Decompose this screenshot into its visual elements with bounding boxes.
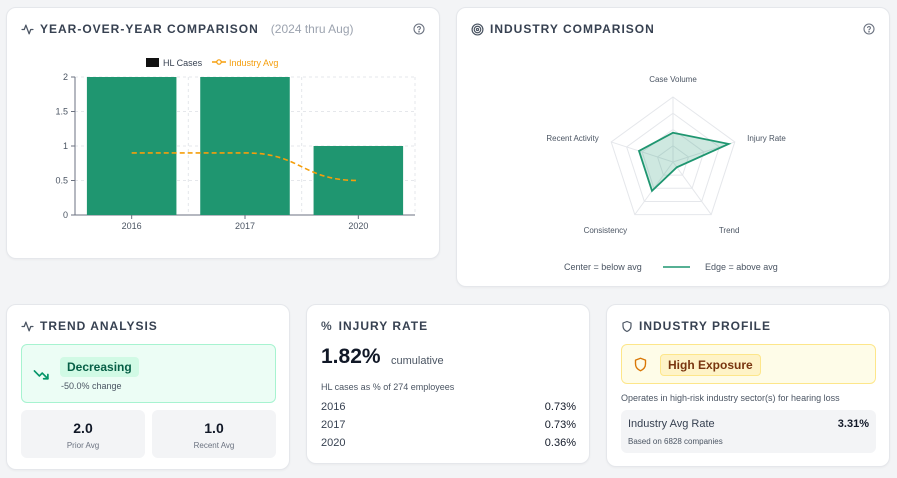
industry-avg-box: Industry Avg Rate 3.31% Based on 6828 co… <box>621 410 876 453</box>
industry-avg-line <box>131 152 359 182</box>
trend-title: TREND ANALYSIS <box>21 319 158 333</box>
industry-profile-card: INDUSTRY PROFILE High Exposure Operates … <box>606 304 890 467</box>
industry-avg-value: 3.31% <box>837 418 869 430</box>
yoy-card: YEAR-OVER-YEAR COMPARISON (2024 thru Aug… <box>6 7 440 259</box>
shield-icon <box>634 357 647 372</box>
recent-avg-label: Recent Avg <box>193 441 235 450</box>
radar-chart: Case Volume Injury Rate Trend Consistency Re… <box>546 75 786 272</box>
radar-axis-labels: Case Volume Injury Rate Trend Consistency Re… <box>546 75 786 235</box>
trend-summary: Decreasing -50.0% change <box>21 344 276 403</box>
rate-year: 2020 <box>321 437 346 449</box>
radar-axis-label: Recent Activity <box>546 134 598 143</box>
yoy-subtitle: (2024 thru Aug) <box>270 22 354 36</box>
y-tick-label: 1 <box>63 141 68 151</box>
percent-icon: % <box>321 319 333 333</box>
trend-card: TREND ANALYSIS Decreasing -50.0% change … <box>6 304 290 470</box>
shield-icon <box>622 320 632 332</box>
radar-axis-label: Consistency <box>584 226 628 235</box>
industry-avg-sub: Based on 6828 companies <box>628 437 723 446</box>
legend-label-avg: Industry Avg <box>229 58 278 68</box>
radar-ring <box>641 128 705 189</box>
yoy-title: YEAR-OVER-YEAR COMPARISON (2024 thru Aug… <box>21 22 354 36</box>
legend-marker-avg <box>216 59 222 65</box>
legend-edge-note: Edge = above avg <box>705 262 778 272</box>
rate-year: 2017 <box>321 419 346 431</box>
radar-spoke <box>611 141 674 163</box>
y-tick-label: 2 <box>63 72 68 82</box>
rate-title: % INJURY RATE <box>321 319 428 333</box>
bar-2020 <box>313 146 404 215</box>
rate-value: 0.73% <box>544 401 576 413</box>
prior-avg-label: Prior Avg <box>66 441 100 450</box>
trending-down-icon <box>33 370 49 380</box>
prior-avg-box: 2.0 Prior Avg <box>21 410 145 458</box>
bar-2017 <box>200 77 290 215</box>
prior-avg-value: 2.0 <box>73 420 93 436</box>
legend-label-cases: HL Cases <box>163 58 203 68</box>
bar-series <box>86 77 404 215</box>
activity-icon <box>21 321 34 331</box>
radar-axis-label: Injury Rate <box>747 134 786 143</box>
injury-rate-description: HL cases as % of 274 employees <box>321 382 455 392</box>
injury-rate-card: % INJURY RATE 1.82% cumulative HL cases … <box>306 304 590 464</box>
radar-axis-label: Case Volume <box>649 75 697 84</box>
x-tick-label: 2016 <box>122 221 142 231</box>
injury-rate-qualifier: cumulative <box>391 355 444 367</box>
legend-center-note: Center = below avg <box>564 262 642 272</box>
industry-title-text: INDUSTRY COMPARISON <box>490 22 655 36</box>
radar-area <box>637 131 732 193</box>
profile-description: Operates in high-risk industry sector(s)… <box>621 393 840 403</box>
rate-year: 2016 <box>321 401 346 413</box>
y-tick-label: 0 <box>63 210 68 220</box>
help-icon[interactable] <box>863 23 875 35</box>
x-axis-labels: 2016 2017 2020 <box>122 215 368 231</box>
radar-ring <box>656 145 690 176</box>
industry-card: INDUSTRY COMPARISON Case Volume Injury Ra… <box>456 7 890 287</box>
rate-row: 2020 0.36% <box>321 437 576 449</box>
y-tick-label: 0.5 <box>55 176 68 186</box>
radar-spoke <box>672 161 712 215</box>
y-tick-label: 1.5 <box>55 107 68 117</box>
profile-title: INDUSTRY PROFILE <box>621 319 771 333</box>
legend-swatch-cases <box>146 58 159 67</box>
injury-rate-value: 1.82% <box>321 345 381 368</box>
trend-change: -50.0% change <box>61 381 122 391</box>
rate-value: 0.73% <box>544 419 576 431</box>
rate-row: 2016 0.73% <box>321 401 576 413</box>
bar-2016 <box>86 77 177 215</box>
target-icon <box>471 22 484 36</box>
industry-title: INDUSTRY COMPARISON <box>471 22 655 36</box>
exposure-badge: High Exposure <box>660 354 761 376</box>
help-icon[interactable] <box>413 23 425 35</box>
industry-avg-label: Industry Avg Rate <box>628 418 715 430</box>
chart-legend: HL Cases Industry Avg <box>146 58 278 68</box>
radar-ring <box>610 96 736 216</box>
yoy-title-text: YEAR-OVER-YEAR COMPARISON <box>40 22 259 36</box>
x-tick-label: 2020 <box>348 221 368 231</box>
rate-row: 2017 0.73% <box>321 419 576 431</box>
profile-title-text: INDUSTRY PROFILE <box>639 319 772 333</box>
recent-avg-value: 1.0 <box>204 420 224 436</box>
radar-axis-label: Trend <box>719 226 740 235</box>
x-tick-label: 2017 <box>235 221 255 231</box>
exposure-box: High Exposure <box>621 344 876 384</box>
trend-title-text: TREND ANALYSIS <box>40 319 158 333</box>
trend-status-badge: Decreasing <box>60 357 139 377</box>
activity-icon <box>21 24 34 34</box>
rate-value: 0.36% <box>544 437 576 449</box>
recent-avg-box: 1.0 Recent Avg <box>152 410 276 458</box>
rate-title-text: INJURY RATE <box>338 319 429 333</box>
bar-chart: 0 0.5 1 1.5 2 2016 2017 2020 HL Cases Industry… <box>55 58 416 231</box>
